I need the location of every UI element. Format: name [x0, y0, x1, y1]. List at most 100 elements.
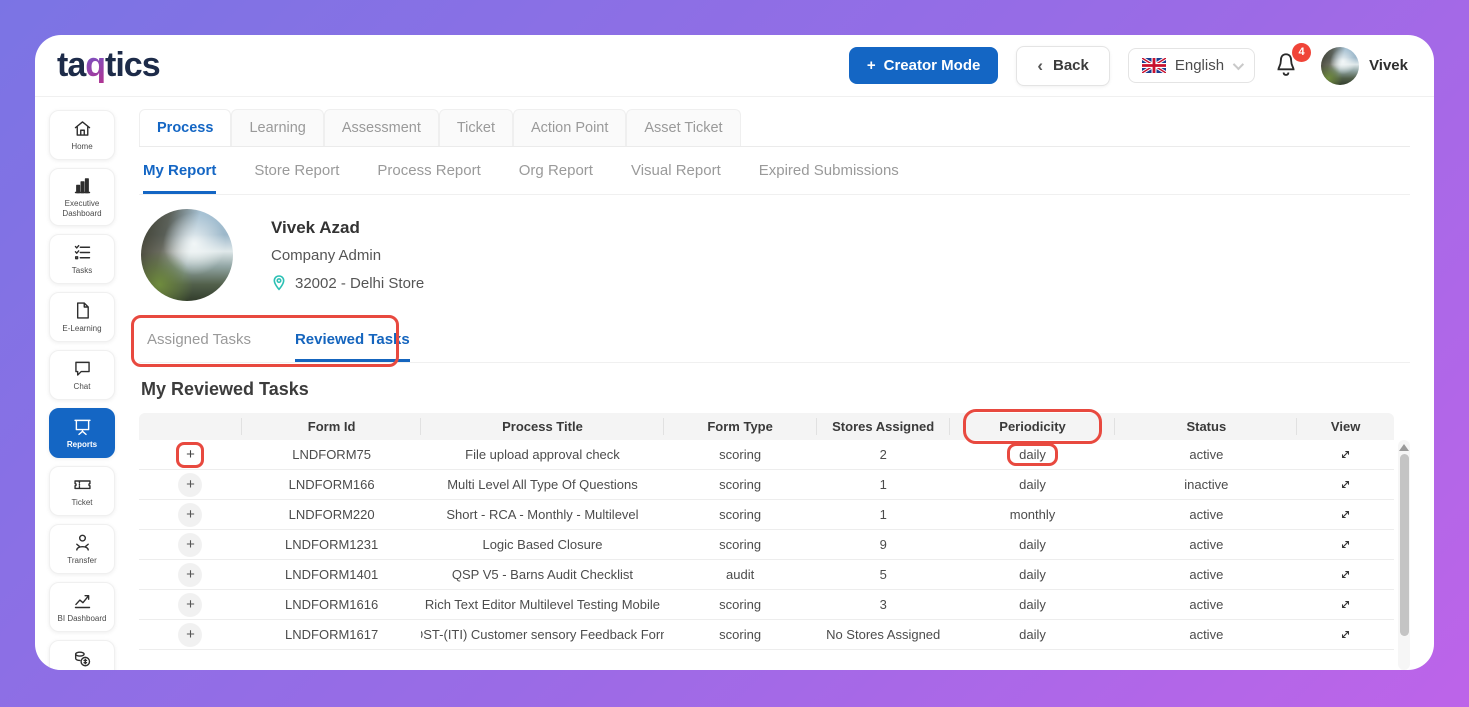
sidebar-item-executive-dashboard[interactable]: Executive Dashboard [49, 168, 115, 226]
cell-periodicity: daily [1019, 537, 1046, 552]
subtab-expired-submissions[interactable]: Expired Submissions [758, 162, 899, 179]
language-label: English [1174, 57, 1225, 74]
uk-flag-icon [1141, 58, 1166, 73]
report-subtabs: My Report Store Report Process Report Org R… [139, 147, 1410, 195]
profile-avatar [141, 209, 233, 301]
cell-stores-assigned: 9 [879, 537, 887, 552]
task-tab-assigned-tasks[interactable]: Assigned Tasks [147, 331, 251, 348]
sidebar-item-asset[interactable]: Asset [49, 640, 115, 670]
annotation-periodicity-value: daily [1007, 443, 1058, 466]
section-title: My Reviewed Tasks [141, 379, 309, 399]
expand-row-button[interactable]: + [178, 532, 203, 557]
expand-row-button[interactable]: + [176, 441, 205, 468]
scrollbar-up-arrow-icon[interactable] [1399, 444, 1409, 451]
reviewed-tasks-table: Form Id Process Title Form Type Stores Assi… [139, 409, 1410, 670]
view-task-button[interactable] [1339, 598, 1352, 611]
cell-form-id: LNDFORM1231 [285, 537, 379, 552]
expand-view-icon [1342, 450, 1350, 459]
expand-row-button[interactable]: + [178, 562, 203, 587]
view-task-button[interactable] [1339, 448, 1352, 461]
chat-bubble-icon [74, 361, 90, 376]
cell-process-title: Rich Text Editor Multilevel Testing Mobi… [424, 597, 660, 612]
notifications-button[interactable]: 4 [1273, 42, 1312, 81]
view-task-button[interactable] [1339, 628, 1352, 641]
column-header-expand [139, 413, 242, 440]
language-selector[interactable]: English [1127, 48, 1256, 83]
view-task-button[interactable] [1339, 568, 1352, 581]
sidebar-item-home[interactable]: Home [49, 110, 115, 160]
tab-learning[interactable]: Learning [231, 109, 324, 146]
cell-periodicity: daily [1019, 597, 1046, 612]
cell-status: inactive [1184, 477, 1229, 492]
sidebar-item-label: Home [71, 142, 93, 151]
home-icon [74, 121, 90, 136]
sidebar-item-label: Transfer [67, 556, 97, 565]
cell-form-id: LNDFORM1401 [285, 567, 379, 582]
table-row: + LNDFORM166 Multi Level All Type Of Quest… [139, 470, 1394, 500]
back-label: Back [1053, 57, 1089, 74]
table-scrollbar[interactable] [1398, 440, 1410, 670]
cell-form-id: LNDFORM1616 [285, 597, 379, 612]
sidebar-item-e-learning[interactable]: E-Learning [49, 292, 115, 342]
cell-form-type: audit [726, 567, 755, 582]
tab-ticket[interactable]: Ticket [438, 109, 513, 146]
subtab-store-report[interactable]: Store Report [254, 162, 340, 179]
cell-stores-assigned: No Stores Assigned [826, 627, 941, 642]
task-tab-reviewed-tasks[interactable]: Reviewed Tasks [294, 331, 410, 362]
sidebar-item-tasks[interactable]: Tasks [49, 234, 115, 284]
annotation-periodicity-column [962, 409, 1103, 444]
creator-mode-button[interactable]: + Creator Mode [848, 47, 999, 84]
user-menu[interactable]: Vivek [1321, 46, 1408, 85]
cell-status: active [1189, 567, 1224, 582]
expand-row-button[interactable]: + [178, 502, 203, 527]
sidebar-item-label: Tasks [71, 266, 93, 275]
subtab-process-report[interactable]: Process Report [377, 162, 481, 179]
taqtics-logo[interactable]: taqtics [57, 46, 161, 84]
sidebar-item-chat[interactable]: Chat [49, 350, 115, 400]
view-task-button[interactable] [1339, 508, 1352, 521]
tab-assessment[interactable]: Assessment [323, 109, 439, 146]
profile-role: Company Admin [271, 247, 382, 264]
cell-stores-assigned: 3 [879, 597, 887, 612]
subtab-visual-report[interactable]: Visual Report [630, 162, 721, 179]
sidebar-item-ticket[interactable]: Ticket [49, 466, 115, 516]
user-name: Vivek [1369, 57, 1408, 74]
column-header-form-id: Form Id [242, 413, 422, 440]
sidebar-item-transfer[interactable]: Transfer [49, 524, 115, 574]
subtab-my-report[interactable]: My Report [143, 162, 217, 194]
cell-status: active [1189, 447, 1224, 462]
profile-name: Vivek Azad [271, 218, 360, 237]
cell-form-type: scoring [719, 477, 762, 492]
cell-form-type: scoring [719, 627, 762, 642]
expand-row-button[interactable]: + [178, 622, 203, 647]
back-button[interactable]: ‹ Back [1016, 45, 1110, 86]
expand-row-button[interactable]: + [178, 472, 203, 497]
tab-asset-ticket[interactable]: Asset Ticket [626, 109, 741, 146]
cell-form-type: scoring [719, 537, 762, 552]
view-task-button[interactable] [1339, 478, 1352, 491]
expand-view-icon [1342, 540, 1350, 549]
tab-action-point[interactable]: Action Point [513, 109, 627, 146]
scrollbar-thumb[interactable] [1399, 454, 1409, 636]
cell-periodicity: monthly [1009, 507, 1056, 522]
expand-view-icon [1342, 510, 1350, 519]
cell-form-id: LNDFORM220 [288, 507, 375, 522]
top-header: taqtics + Creator Mode ‹ Back English [35, 35, 1434, 97]
table-row: + LNDFORM220 Short - RCA - Monthly - Multi… [139, 500, 1394, 530]
location-pin-icon [273, 275, 285, 291]
cell-process-title: File upload approval check [465, 447, 620, 462]
ticket-icon [73, 480, 91, 490]
expand-row-button[interactable]: + [178, 592, 203, 617]
view-task-button[interactable] [1339, 538, 1352, 551]
sidebar-item-bi-dashboard[interactable]: BI Dashboard [49, 582, 115, 632]
subtab-org-report[interactable]: Org Report [518, 162, 593, 179]
profile-store: 32002 - Delhi Store [295, 274, 425, 292]
tab-process[interactable]: Process [139, 109, 232, 146]
sidebar-item-reports[interactable]: Reports [49, 408, 115, 458]
column-header-periodicity: Periodicity [950, 409, 1116, 444]
presentation-board-icon [73, 419, 91, 436]
cell-status: active [1189, 537, 1224, 552]
cell-form-type: scoring [719, 507, 762, 522]
bell-icon [1277, 52, 1295, 76]
table-row: + LNDFORM1231 Logic Based Closure scoring 9 d… [139, 530, 1394, 560]
